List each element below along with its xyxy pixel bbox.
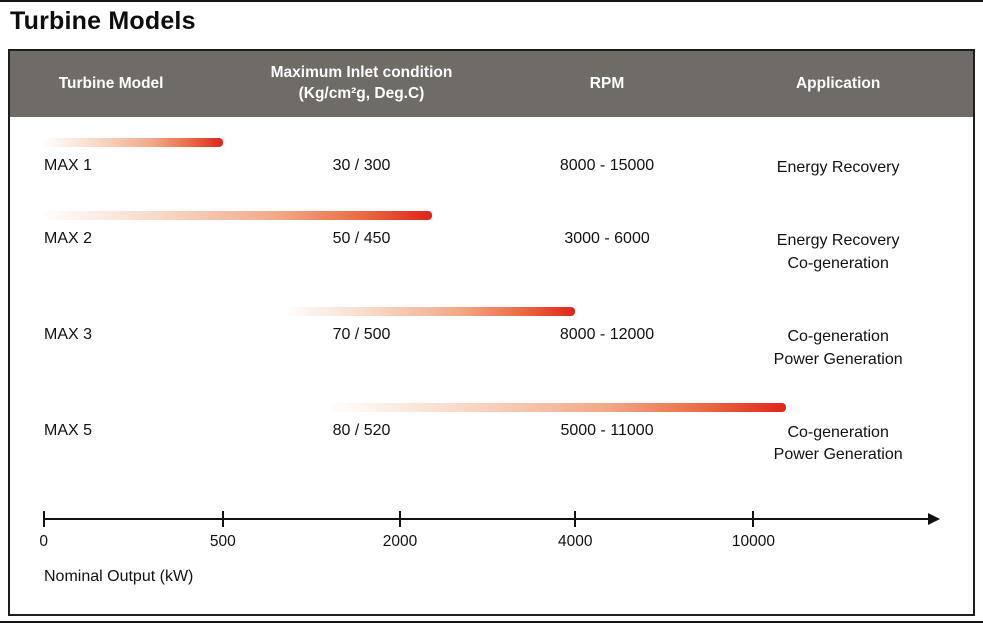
axis-tick: 2000 [383,510,417,550]
axis-tick: 500 [210,510,236,550]
axis-tick: 4000 [558,510,593,550]
axis-arrow-icon [927,512,940,525]
cell-inlet: 70 / 500 [332,326,391,344]
axis-tick: 10000 [732,510,775,550]
page-title: Turbine Models [10,7,196,35]
output-range-bar [330,402,787,412]
axis-tick: 0 [39,510,48,550]
axis-tick-label: 500 [209,532,236,550]
cell-inlet: 30 / 300 [332,157,391,174]
cell-application: Co-generation Power Generation [703,326,973,371]
output-range-bar [285,307,576,317]
application-line: Power Generation [773,446,903,464]
table-row-max5: MAX 5 80 / 520 5000 - 11000 Co-generatio… [10,402,973,467]
cell-application: Co-generation Power Generation [703,422,973,467]
application-line: Co-generation [787,423,889,441]
application-line: Energy Recovery [776,232,900,250]
table-body: MAX 1 30 / 300 8000 - 15000 Energy Recov… [10,138,973,586]
cell-application: Energy Recovery Co-generation [703,230,973,275]
cell-model: MAX 2 [44,230,93,248]
table-row-max2: MAX 2 50 / 450 3000 - 6000 Energy Recove… [10,211,973,275]
header-inlet-condition: Maximum Inlet condition (Kg/cm²g, Deg.C) [212,63,511,105]
application-line: Energy Recovery [776,159,900,176]
bar-track [10,138,973,147]
bar-track [10,307,973,317]
axis-line [43,517,928,520]
output-range-bar [43,211,432,221]
cell-rpm: 5000 - 11000 [560,421,654,439]
header-rpm: RPM [589,74,625,92]
application-line: Power Generation [773,350,903,368]
cell-inlet: 80 / 520 [332,421,391,439]
table-row-max3: MAX 3 70 / 500 8000 - 12000 Co-generatio… [10,307,973,371]
output-range-bar [43,138,223,147]
cell-model: MAX 3 [44,326,93,344]
bar-track [10,211,973,221]
cell-application: Energy Recovery [703,157,973,179]
cell-model: MAX 1 [44,157,93,174]
axis-tick-label: 4000 [558,532,593,550]
cell-inlet: 50 / 450 [332,230,391,248]
cell-model: MAX 5 [44,421,93,439]
axis-tick-label: 2000 [382,532,418,550]
cell-rpm: 8000 - 15000 [559,157,655,174]
axis-label: Nominal Output (kW) [44,567,194,585]
header-inlet-line1: Maximum Inlet condition [270,64,453,82]
cell-rpm: 3000 - 6000 [564,230,650,248]
application-line: Co-generation [787,254,889,272]
bar-track [10,402,973,412]
header-application: Application [795,74,881,92]
header-turbine-model: Turbine Model [58,74,164,92]
application-line: Co-generation [787,328,889,346]
cell-rpm: 8000 - 12000 [559,326,655,344]
axis-tick-label: 10000 [731,532,775,550]
chart-table: Turbine Model Maximum Inlet condition (K… [8,49,975,616]
output-axis: 0 500 2000 4000 10000 [10,508,973,566]
table-header: Turbine Model Maximum Inlet condition (K… [10,51,973,117]
axis-tick-label: 0 [39,532,49,550]
table-row-max1: MAX 1 30 / 300 8000 - 15000 Energy Recov… [10,138,973,179]
header-inlet-line2: (Kg/cm²g, Deg.C) [298,85,425,102]
